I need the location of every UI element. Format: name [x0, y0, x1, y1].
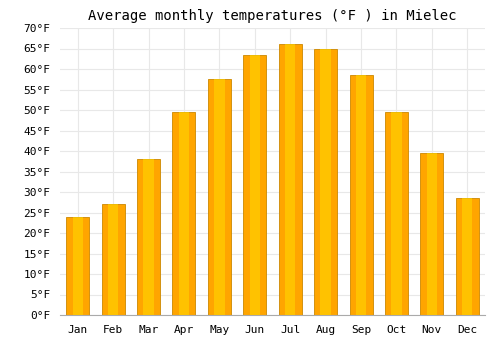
Bar — [208, 79, 231, 315]
Bar — [179, 112, 189, 315]
Bar — [420, 153, 444, 315]
Bar — [72, 217, 83, 315]
Bar — [250, 55, 260, 315]
Bar — [456, 198, 479, 315]
Bar — [66, 217, 89, 315]
Bar — [244, 55, 266, 315]
Bar — [144, 159, 154, 315]
Bar — [214, 79, 224, 315]
Title: Average monthly temperatures (°F ) in Mielec: Average monthly temperatures (°F ) in Mi… — [88, 9, 457, 23]
Bar — [462, 198, 472, 315]
Bar — [320, 49, 331, 315]
Bar — [285, 44, 296, 315]
Bar — [314, 49, 337, 315]
Bar — [102, 204, 124, 315]
Bar — [392, 112, 402, 315]
Bar — [278, 44, 301, 315]
Bar — [172, 112, 196, 315]
Bar — [137, 159, 160, 315]
Bar — [426, 153, 437, 315]
Bar — [350, 75, 372, 315]
Bar — [108, 204, 118, 315]
Bar — [356, 75, 366, 315]
Bar — [385, 112, 408, 315]
